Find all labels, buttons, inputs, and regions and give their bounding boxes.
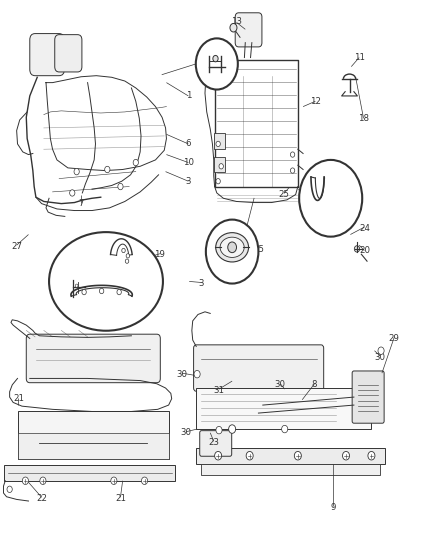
Text: 9: 9 [330,503,336,512]
Text: 30: 30 [176,370,187,378]
Text: 6: 6 [186,140,191,148]
Text: 14: 14 [218,49,229,58]
Circle shape [343,451,350,460]
Circle shape [196,38,238,90]
FancyBboxPatch shape [200,431,232,456]
Circle shape [141,477,148,484]
FancyBboxPatch shape [235,13,262,47]
Circle shape [194,370,200,378]
Circle shape [290,168,295,173]
Text: 23: 23 [208,438,219,447]
Bar [196,448,385,464]
Text: 7: 7 [78,199,84,208]
Text: 3: 3 [186,177,191,185]
Circle shape [206,220,258,284]
Text: 3: 3 [199,279,204,288]
Text: 30: 30 [374,353,386,361]
Ellipse shape [215,232,249,262]
Circle shape [74,168,79,175]
Text: 1: 1 [98,265,103,273]
Circle shape [118,183,123,190]
FancyBboxPatch shape [30,34,64,76]
Text: 30: 30 [180,429,192,437]
Text: 10: 10 [183,158,194,167]
Circle shape [219,164,223,169]
Text: 1: 1 [186,92,191,100]
Circle shape [354,246,360,252]
Text: 26: 26 [196,66,207,75]
Circle shape [246,451,253,460]
Text: 22: 22 [36,494,47,503]
Circle shape [99,288,104,294]
Bar [196,388,371,429]
Circle shape [40,477,46,484]
Circle shape [216,141,220,147]
FancyBboxPatch shape [26,334,160,383]
Circle shape [213,55,218,62]
Circle shape [117,289,121,295]
Text: 8: 8 [312,381,317,389]
Bar [18,411,169,459]
Circle shape [22,477,28,484]
Circle shape [7,486,12,492]
Circle shape [229,425,236,433]
Circle shape [133,159,138,166]
Text: 21: 21 [13,394,24,403]
Circle shape [75,284,78,287]
Circle shape [294,451,301,460]
Text: 29: 29 [389,334,399,343]
Circle shape [122,248,125,253]
Circle shape [290,152,295,157]
Text: 21: 21 [115,494,126,503]
Circle shape [216,179,220,184]
FancyBboxPatch shape [352,371,384,423]
Circle shape [368,451,375,460]
Text: 25: 25 [278,190,290,199]
Circle shape [228,242,237,253]
Circle shape [111,477,117,484]
Bar [18,433,169,459]
FancyBboxPatch shape [55,35,82,72]
Circle shape [378,347,384,354]
Circle shape [230,23,237,32]
Text: 20: 20 [359,246,370,255]
Text: 27: 27 [11,242,22,251]
Text: 19: 19 [155,251,165,259]
Circle shape [125,259,129,263]
Bar [214,157,225,172]
Circle shape [216,426,222,434]
Circle shape [215,451,222,460]
Bar [214,133,225,149]
Ellipse shape [220,237,244,257]
Text: 13: 13 [231,17,242,26]
Text: 11: 11 [353,53,365,62]
Text: 18: 18 [358,114,369,123]
FancyBboxPatch shape [194,345,324,391]
Text: 31: 31 [213,386,225,394]
Circle shape [105,166,110,173]
Text: 2: 2 [109,306,114,314]
Ellipse shape [49,232,163,330]
Circle shape [299,160,362,237]
Circle shape [82,289,86,295]
Bar [201,464,380,475]
Text: 24: 24 [359,224,370,232]
Bar [4,465,175,481]
Text: 12: 12 [310,97,321,106]
Text: 15: 15 [253,245,264,254]
Circle shape [282,425,288,433]
Circle shape [126,254,130,258]
Circle shape [70,190,75,196]
Text: 30: 30 [275,381,286,389]
